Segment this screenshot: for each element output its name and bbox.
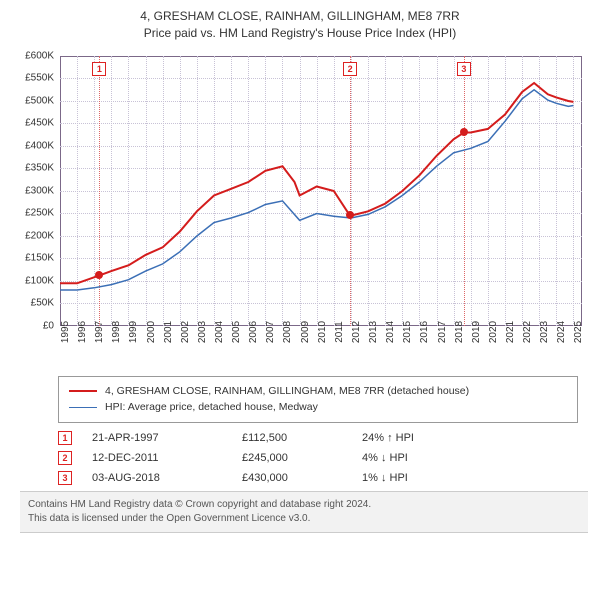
transaction-price: £112,500: [242, 432, 362, 444]
legend-label: 4, GRESHAM CLOSE, RAINHAM, GILLINGHAM, M…: [105, 383, 469, 400]
legend-swatch: [69, 407, 97, 408]
marker-point: [460, 128, 468, 136]
transaction-row: 1 21-APR-1997£112,50024% ↑ HPI: [58, 431, 578, 445]
transactions-table: 1 21-APR-1997£112,50024% ↑ HPI 2 12-DEC-201…: [58, 431, 578, 485]
legend-row: HPI: Average price, detached house, Medw…: [69, 399, 567, 416]
transaction-date: 03-AUG-2018: [92, 472, 242, 484]
transaction-price: £430,000: [242, 472, 362, 484]
marker-point: [346, 211, 354, 219]
title-address: 4, GRESHAM CLOSE, RAINHAM, GILLINGHAM, M…: [10, 8, 590, 25]
legend-label: HPI: Average price, detached house, Medw…: [105, 399, 318, 416]
legend-swatch: [69, 390, 97, 392]
chart-titles: 4, GRESHAM CLOSE, RAINHAM, GILLINGHAM, M…: [10, 8, 590, 42]
transaction-row: 2 12-DEC-2011£245,0004% ↓ HPI: [58, 451, 578, 465]
series-line-price_paid: [60, 83, 573, 283]
title-subtitle: Price paid vs. HM Land Registry's House …: [10, 25, 590, 42]
legend-row: 4, GRESHAM CLOSE, RAINHAM, GILLINGHAM, M…: [69, 383, 567, 400]
transaction-badge: 1: [58, 431, 72, 445]
legend: 4, GRESHAM CLOSE, RAINHAM, GILLINGHAM, M…: [58, 376, 578, 424]
footer-attribution: Contains HM Land Registry data © Crown c…: [20, 491, 588, 533]
footer-line: Contains HM Land Registry data © Crown c…: [28, 498, 580, 512]
transaction-row: 3 03-AUG-2018£430,0001% ↓ HPI: [58, 471, 578, 485]
transaction-vs-hpi: 24% ↑ HPI: [362, 432, 482, 444]
transaction-date: 12-DEC-2011: [92, 452, 242, 464]
series-svg: [10, 48, 584, 328]
marker-point: [95, 271, 103, 279]
footer-line: This data is licensed under the Open Gov…: [28, 512, 580, 526]
transaction-badge: 2: [58, 451, 72, 465]
transaction-price: £245,000: [242, 452, 362, 464]
transaction-badge: 3: [58, 471, 72, 485]
transaction-vs-hpi: 1% ↓ HPI: [362, 472, 482, 484]
transaction-vs-hpi: 4% ↓ HPI: [362, 452, 482, 464]
transaction-date: 21-APR-1997: [92, 432, 242, 444]
chart-area: £0£50K£100K£150K£200K£250K£300K£350K£400…: [10, 48, 590, 368]
